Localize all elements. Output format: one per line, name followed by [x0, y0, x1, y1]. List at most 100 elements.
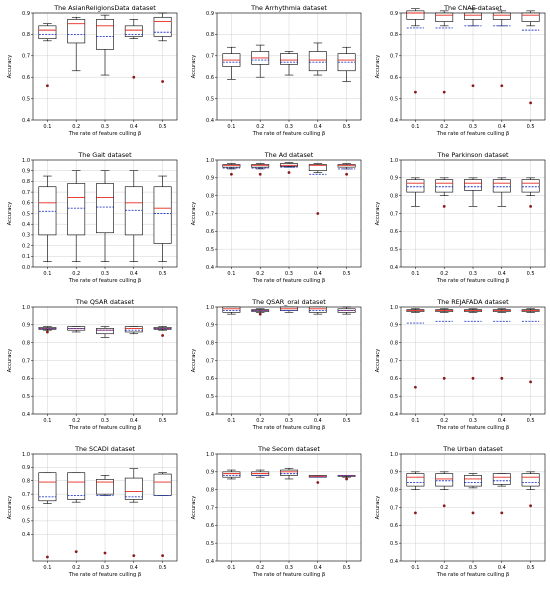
- y-tick-label: 0.8: [390, 193, 398, 199]
- y-tick-label: 0.4: [22, 532, 30, 538]
- y-tick-label: 0.8: [206, 193, 214, 199]
- box-group: [96, 14, 114, 76]
- x-axis-label: The rate of feature culling β: [68, 425, 142, 431]
- y-tick-label: 0.6: [206, 523, 214, 529]
- y-tick-label: 0.8: [390, 32, 398, 38]
- box-group: [222, 306, 241, 315]
- y-tick-label: 0.8: [22, 32, 30, 38]
- y-axis-label: Accuracy: [375, 349, 381, 373]
- y-tick-label: 0.6: [390, 229, 398, 235]
- x-tick-label: 0.1: [411, 418, 419, 424]
- y-axis-label: Accuracy: [7, 496, 13, 520]
- outlier-point: [471, 511, 475, 515]
- x-tick-label: 0.2: [72, 124, 80, 130]
- x-tick-label: 0.1: [227, 271, 235, 277]
- y-tick-label: 0.9: [22, 11, 30, 17]
- box-plot-panel: The REJAFADA dataset 0.4 0.5 0.6 0.7 0.8 0.9 1.…: [375, 298, 546, 431]
- box-iqr: [308, 164, 327, 171]
- x-tick-label: 0.3: [101, 565, 109, 571]
- x-tick-label: 0.1: [227, 418, 235, 424]
- box-iqr: [492, 12, 511, 20]
- y-tick-label: 0.7: [390, 54, 398, 60]
- box-group: [222, 46, 241, 80]
- y-tick-label: 0.6: [206, 229, 214, 235]
- y-tick-label: 0.9: [390, 323, 398, 329]
- y-tick-label: 0.9: [22, 323, 30, 329]
- x-tick-label: 0.3: [285, 124, 293, 130]
- box-iqr: [124, 186, 143, 236]
- x-tick-label: 0.1: [411, 565, 419, 571]
- box-plot-panel: The Parkinson dataset 0.4 0.5 0.6 0.7 0.8 0.9 1…: [375, 151, 546, 284]
- box-group: [521, 308, 540, 384]
- box-plot-panel: The QSAR dataset 0.4 0.5 0.6 0.7 0.8 0.9 1.0 0.1…: [7, 298, 178, 431]
- outlier-point: [471, 376, 475, 380]
- y-tick-label: 0.9: [390, 11, 398, 17]
- x-tick-label: 0.1: [411, 124, 419, 130]
- outlier-point: [345, 477, 348, 481]
- x-axis-label: The rate of feature culling β: [68, 572, 142, 578]
- box-iqr: [67, 183, 86, 236]
- box-group: [464, 308, 482, 380]
- y-tick-label: 0.6: [390, 75, 398, 81]
- box-plot-panel: The SCADI dataset 0.4 0.5 0.6 0.7 0.8 0.9 1.0 0.…: [7, 445, 178, 578]
- box-plot-panel: The Arrhythmia dataset 0.4 0.5 0.6 0.7 0.8 0.9…: [191, 4, 362, 137]
- x-tick-label: 0.4: [314, 271, 322, 277]
- y-tick-label: 0.7: [22, 190, 30, 196]
- box-group: [96, 475, 114, 555]
- box-group: [38, 23, 57, 88]
- box-iqr: [492, 473, 511, 485]
- outlier-point: [529, 380, 532, 384]
- y-tick-label: 1.0: [390, 452, 398, 458]
- x-tick-label: 0.4: [130, 124, 138, 130]
- outlier-point: [529, 204, 532, 208]
- plot-frame: [216, 159, 362, 268]
- box-group: [222, 163, 241, 176]
- y-tick-label: 0.6: [390, 376, 398, 382]
- outlier-point: [414, 90, 417, 94]
- x-axis-label: The rate of feature culling β: [436, 572, 510, 578]
- y-tick-label: 0.9: [22, 169, 30, 175]
- plot-frame: [32, 453, 178, 562]
- box-iqr: [308, 306, 327, 313]
- y-tick-label: 0.6: [22, 75, 30, 81]
- box-iqr: [124, 326, 143, 333]
- chart-title: The CNAE dataset: [443, 4, 502, 12]
- x-tick-label: 0.5: [343, 565, 351, 571]
- x-axis-label: The rate of feature culling β: [436, 131, 510, 137]
- y-tick-label: 1.0: [390, 305, 398, 311]
- outlier-point: [442, 90, 446, 94]
- y-tick-label: 0.8: [206, 487, 214, 493]
- y-tick-label: 0.8: [390, 487, 398, 493]
- box-group: [337, 306, 356, 315]
- x-tick-label: 0.3: [285, 271, 293, 277]
- box-iqr: [222, 471, 241, 478]
- box-group: [492, 308, 511, 380]
- box-group: [67, 16, 86, 72]
- box-iqr: [406, 179, 425, 193]
- box-iqr: [464, 12, 482, 20]
- box-group: [308, 163, 327, 215]
- y-tick-label: 0.4: [206, 118, 214, 124]
- y-tick-label: 0.6: [206, 75, 214, 81]
- y-tick-label: 0.8: [22, 340, 30, 346]
- y-tick-label: 0.8: [22, 179, 30, 185]
- box-group: [38, 175, 57, 262]
- box-group: [251, 163, 270, 176]
- box-group: [308, 42, 327, 76]
- box-group: [96, 170, 114, 262]
- y-tick-label: 0.6: [206, 376, 214, 382]
- plot-frame: [216, 12, 362, 121]
- x-tick-label: 0.2: [72, 418, 80, 424]
- chart-title: The SCADI dataset: [74, 445, 135, 453]
- box-group: [337, 46, 356, 82]
- x-tick-label: 0.2: [256, 271, 264, 277]
- y-tick-label: 0.5: [22, 211, 30, 217]
- plot-frame: [400, 159, 546, 268]
- y-tick-label: 0.4: [390, 265, 398, 271]
- x-tick-label: 0.2: [440, 418, 448, 424]
- box-group: [280, 51, 298, 76]
- x-tick-label: 0.4: [130, 565, 138, 571]
- box-group: [337, 474, 356, 481]
- y-tick-label: 1.0: [22, 305, 30, 311]
- x-tick-label: 0.5: [343, 271, 351, 277]
